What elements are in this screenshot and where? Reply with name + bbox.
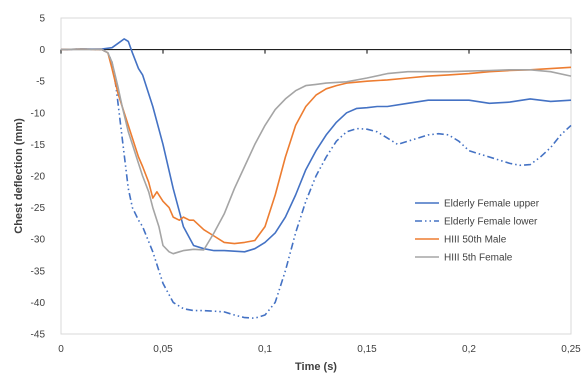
y-tick-label: -45 — [31, 330, 46, 341]
axes: 5 0 -5 -10 -15 -20 -25 -30 -35 -40 -45 0 0,05 0,1 0,15… — [31, 14, 582, 356]
y-tick-label: -15 — [31, 140, 46, 151]
x-tick-label: 0,25 — [561, 344, 581, 355]
y-tick-label: -5 — [36, 77, 45, 88]
y-tick-label: -30 — [31, 235, 46, 246]
series-line-4 — [60, 48, 572, 255]
x-tick-label: 0,05 — [153, 344, 173, 355]
y-tick-label: 0 — [39, 45, 45, 56]
y-tick-label: 5 — [39, 14, 45, 25]
series-line-2 — [60, 48, 572, 319]
y-tick-label: -10 — [31, 108, 46, 119]
series-layer — [60, 38, 572, 319]
legend-label-2: Elderly Female lower — [444, 217, 538, 228]
x-tick-label: 0 — [58, 344, 64, 355]
legend-label-1: Elderly Female upper — [444, 199, 540, 210]
legend: Elderly Female upper Elderly Female lower… — [415, 199, 540, 264]
series-line-1 — [60, 38, 572, 253]
x-tick-label: 0,2 — [462, 344, 476, 355]
x-axis-title: Time (s) — [295, 361, 337, 373]
x-tick-label: 0,15 — [357, 344, 377, 355]
plot-frame — [60, 17, 572, 335]
y-tick-label: -40 — [31, 298, 46, 309]
legend-label-4: HIII 5th Female — [444, 253, 513, 264]
y-axis-title: Chest deflection (mm) — [13, 118, 25, 234]
y-tick-label: -25 — [31, 203, 46, 214]
series-line-3 — [60, 48, 572, 245]
legend-label-3: HIII 50th Male — [444, 235, 507, 246]
x-tick-label: 0,1 — [258, 344, 272, 355]
y-tick-label: -35 — [31, 266, 46, 277]
y-tick-label: -20 — [31, 172, 46, 183]
